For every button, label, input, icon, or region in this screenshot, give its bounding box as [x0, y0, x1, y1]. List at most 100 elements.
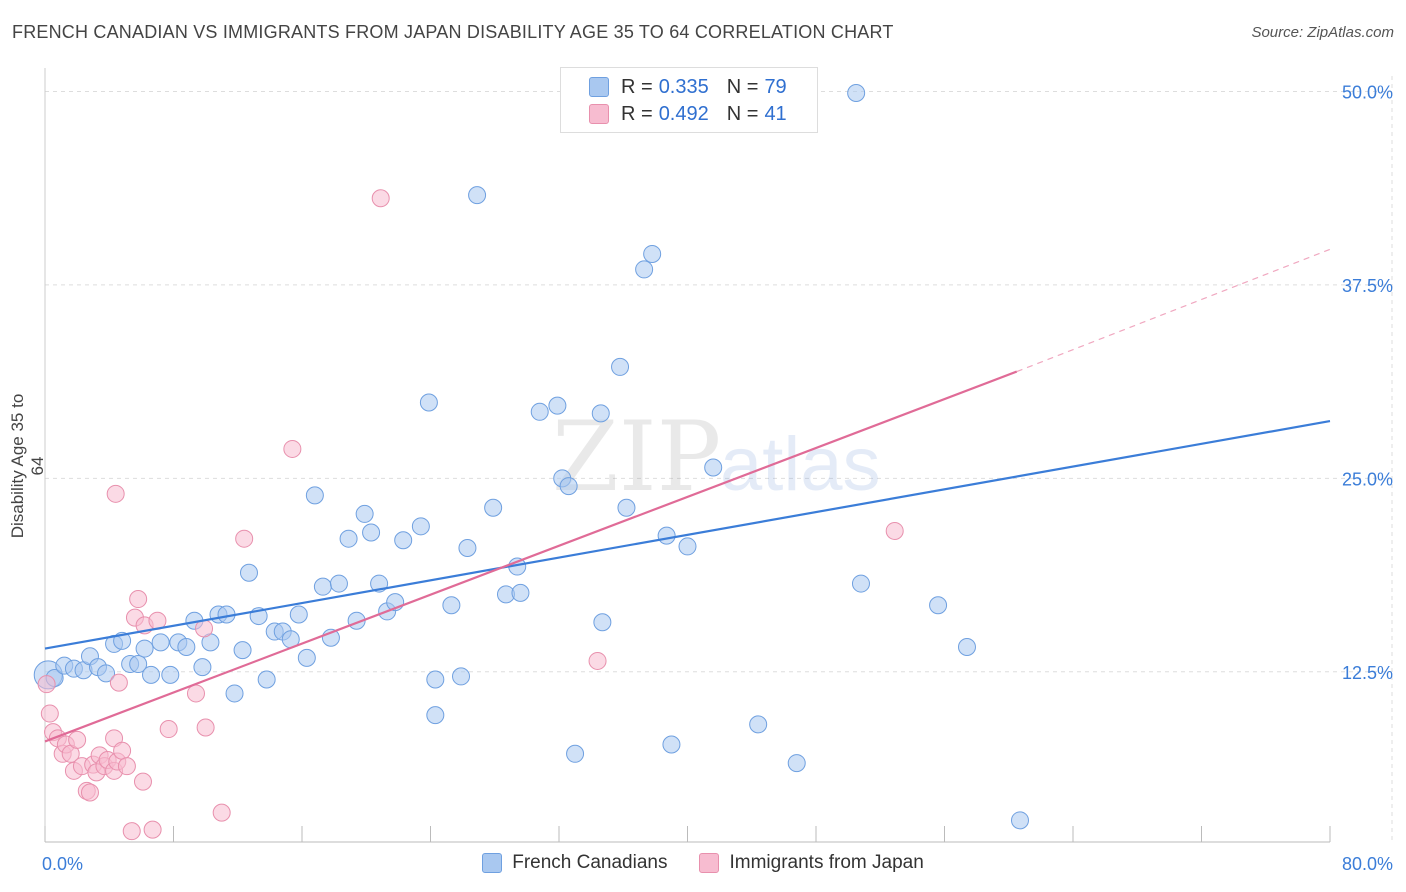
series-legend: French Canadians Immigrants from Japan: [0, 852, 1406, 874]
french-canadians-point: [233, 641, 252, 660]
french-canadians-point: [929, 596, 948, 615]
japan-immigrants-point: [196, 718, 215, 737]
french-canadians-point: [135, 639, 154, 658]
french-canadians-point: [419, 393, 438, 412]
french-canadians-point: [458, 538, 477, 557]
trend-line-japan-immigrants: [44, 370, 1018, 743]
french-canadians-point: [313, 577, 332, 596]
french-canadians-point: [97, 664, 116, 683]
x-tick-label: 0.0%: [42, 854, 83, 874]
legend-label: Immigrants from Japan: [729, 852, 924, 873]
french-canadians-point: [426, 706, 445, 725]
french-canadians-point: [411, 517, 430, 536]
japan-immigrants-point: [159, 720, 178, 739]
french-canadians-point: [142, 665, 161, 684]
japan-immigrants-point: [371, 189, 390, 208]
legend-label: French Canadians: [512, 852, 668, 873]
trend-lines: [44, 248, 1331, 743]
french-canadians-point: [239, 563, 258, 582]
japan-immigrants-point: [109, 673, 128, 692]
legend-r-label: R =: [621, 75, 653, 98]
french-canadians-point: [161, 665, 180, 684]
french-canadians-point: [593, 613, 612, 632]
tick-labels: 12.5% 25.0% 37.5% 50.0% 0.0% 80.0%: [42, 82, 1393, 874]
y-tick-label: 37.5%: [1342, 276, 1393, 296]
french-canadians-point: [787, 754, 806, 773]
japan-immigrants-point: [68, 730, 87, 749]
french-canadians-point: [643, 244, 662, 263]
french-canadians-point: [362, 523, 381, 542]
japan-immigrants-point: [129, 590, 148, 609]
japan-immigrants-point: [113, 741, 132, 760]
legend-row-french-canadians: R = 0.335 N = 79: [589, 73, 787, 101]
french-canadians-point: [452, 667, 471, 686]
french-canadians-point: [611, 357, 630, 376]
y-tick-label: 50.0%: [1342, 82, 1393, 102]
legend-r-value: 0.335: [658, 75, 709, 98]
french-canadians-point: [617, 498, 636, 517]
japan-immigrants-point: [80, 783, 99, 802]
legend-item-french-canadians: French Canadians: [482, 852, 667, 874]
trend-line-french-canadians: [44, 420, 1331, 650]
french-canadians-points: [33, 84, 1029, 830]
watermark-zip: ZIP: [552, 401, 721, 513]
french-canadians-point: [394, 531, 413, 550]
french-canadians-point: [484, 498, 503, 517]
french-canadians-point: [468, 186, 487, 205]
french-canadians-point: [305, 486, 324, 505]
french-canadians-point: [289, 605, 308, 624]
french-canadians-point: [635, 260, 654, 279]
trend-line-japan-immigrants-extension: [1016, 248, 1331, 373]
legend-swatch-blue: [589, 77, 609, 97]
legend-swatch-pink: [589, 104, 609, 124]
japan-immigrants-points: [37, 189, 904, 841]
french-canadians-point: [129, 655, 148, 674]
french-canadians-point: [329, 574, 348, 593]
legend-r-label: R =: [621, 102, 653, 125]
y-tick-label: 12.5%: [1342, 663, 1393, 683]
french-canadians-point: [1010, 811, 1029, 830]
french-canadians-point: [559, 477, 578, 496]
french-canadians-point: [530, 402, 549, 421]
legend-row-japan-immigrants: R = 0.492 N = 41: [589, 100, 787, 128]
legend-swatch-blue: [482, 853, 503, 873]
french-canadians-point: [193, 658, 212, 677]
french-canadians-point: [442, 596, 461, 615]
french-canadians-point: [657, 526, 676, 545]
japan-immigrants-point: [885, 521, 904, 540]
french-canadians-point: [957, 638, 976, 657]
french-canadians-point: [297, 648, 316, 667]
legend-n-label: N =: [726, 75, 759, 98]
french-canadians-point: [257, 670, 276, 689]
french-canadians-point: [591, 404, 610, 423]
japan-immigrants-point: [117, 757, 136, 776]
japan-immigrants-point: [122, 822, 141, 841]
japan-immigrants-point: [106, 484, 125, 503]
french-canadians-point: [339, 529, 358, 548]
japan-immigrants-point: [133, 772, 152, 791]
french-canadians-point: [847, 84, 866, 103]
legend-r-value: 0.492: [658, 102, 709, 125]
french-canadians-point: [566, 744, 585, 763]
japan-immigrants-point: [37, 675, 56, 694]
legend-n-value: 79: [764, 75, 787, 98]
french-canadians-point: [225, 684, 244, 703]
legend-n-value: 41: [764, 102, 787, 125]
legend-swatch-pink: [699, 853, 720, 873]
japan-immigrants-point: [588, 651, 607, 670]
french-canadians-point: [662, 735, 681, 754]
japan-immigrants-point: [143, 820, 162, 839]
japan-immigrants-point: [40, 704, 59, 723]
french-canadians-point: [704, 458, 723, 477]
french-canadians-point: [177, 638, 196, 657]
japan-immigrants-point: [235, 529, 254, 548]
french-canadians-point: [548, 396, 567, 415]
french-canadians-point: [851, 574, 870, 593]
watermark-atlas: atlas: [720, 422, 881, 507]
y-tick-label: 25.0%: [1342, 469, 1393, 489]
legend-item-japan-immigrants: Immigrants from Japan: [699, 852, 924, 874]
french-canadians-point: [151, 633, 170, 652]
stats-legend: R = 0.335 N = 79 R = 0.492 N = 41: [560, 67, 818, 133]
source-label: Source: ZipAtlas.com: [1251, 24, 1394, 41]
